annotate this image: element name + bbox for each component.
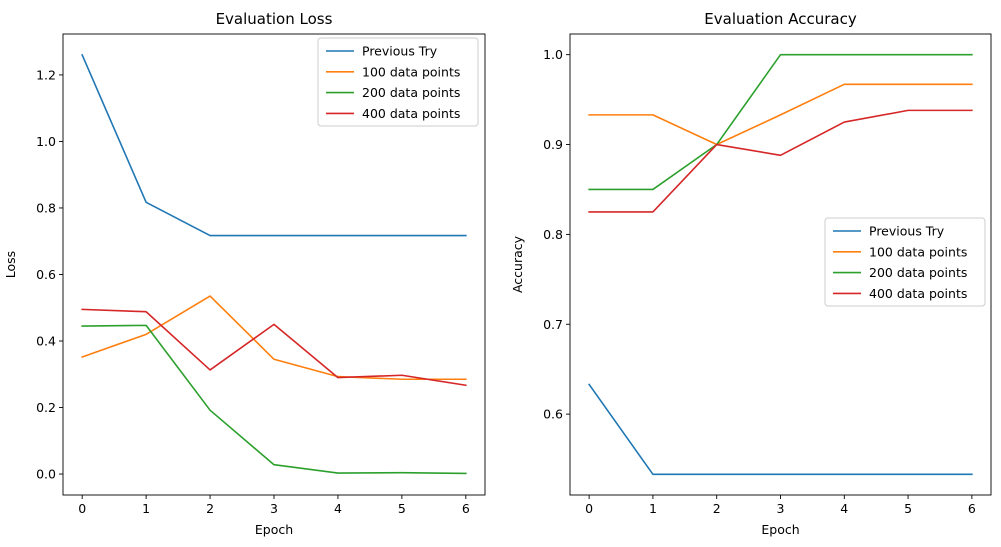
y-tick-label: 0.9 xyxy=(543,137,563,152)
chart-title: Evaluation Accuracy xyxy=(704,10,857,28)
loss-chart: Evaluation Loss 0 1 2 3 4 5 6 0.0 0.2 0.4 0.6 0.8 1.0… xyxy=(3,10,486,537)
x-tick-label: 3 xyxy=(270,501,278,516)
chart-title: Evaluation Loss xyxy=(216,10,333,28)
legend-label: 200 data points xyxy=(362,85,460,100)
legend-label: 400 data points xyxy=(869,286,967,301)
x-axis-label: Epoch xyxy=(255,522,293,537)
x-tick-label: 6 xyxy=(968,501,976,516)
series-line-400-data-points xyxy=(81,308,467,387)
y-tick-label: 0.8 xyxy=(543,227,563,242)
y-tick-label: 1.0 xyxy=(543,47,563,62)
x-tick-label: 0 xyxy=(78,501,86,516)
y-axis-label: Accuracy xyxy=(510,235,525,293)
series-line-100-data-points xyxy=(588,83,973,146)
series-line-200-data-points xyxy=(81,324,467,475)
series-line-400-data-points xyxy=(588,109,973,213)
x-tick-label: 5 xyxy=(398,501,406,516)
legend-label: Previous Try xyxy=(362,44,438,59)
y-tick-label: 0.4 xyxy=(36,334,56,349)
x-tick-label: 1 xyxy=(649,501,657,516)
y-tick-label: 0.6 xyxy=(36,267,56,282)
series-line-200-data-points xyxy=(588,53,973,191)
series-line-previous-try xyxy=(588,383,973,476)
legend-label: Previous Try xyxy=(869,224,945,239)
accuracy-chart: Evaluation Accuracy 0 1 2 3 4 5 6 0.6 0.7 0.8 0.9 1.… xyxy=(510,10,992,537)
legend-label: 400 data points xyxy=(362,106,460,121)
y-tick-label: 0.0 xyxy=(36,467,56,482)
legend-box xyxy=(824,217,986,307)
y-tick-label: 1.0 xyxy=(36,134,56,149)
x-axis-label: Epoch xyxy=(761,522,799,537)
y-axis-label: Loss xyxy=(3,251,18,278)
legend-label: 200 data points xyxy=(869,265,967,280)
y-tick-label: 0.8 xyxy=(36,200,56,215)
legend: Previous Try 100 data points 200 data poin… xyxy=(317,37,479,127)
y-tick-label: 1.2 xyxy=(36,67,56,82)
x-tick-label: 4 xyxy=(840,501,848,516)
legend-label: 100 data points xyxy=(362,64,460,79)
x-tick-label: 5 xyxy=(904,501,912,516)
x-tick-label: 2 xyxy=(713,501,721,516)
y-tick-label: 0.2 xyxy=(36,400,56,415)
x-tick-label: 2 xyxy=(206,501,214,516)
x-tick-label: 0 xyxy=(585,501,593,516)
series-line-100-data-points xyxy=(81,295,467,381)
legend-box xyxy=(317,37,479,127)
x-tick-label: 6 xyxy=(462,501,470,516)
x-tick-label: 1 xyxy=(142,501,150,516)
y-tick-label: 0.6 xyxy=(543,407,563,422)
legend-label: 100 data points xyxy=(869,244,967,259)
legend: Previous Try 100 data points 200 data poin… xyxy=(824,217,986,307)
x-tick-label: 3 xyxy=(777,501,785,516)
x-tick-label: 4 xyxy=(334,501,342,516)
series-line-previous-try xyxy=(81,53,467,237)
y-tick-label: 0.7 xyxy=(543,317,563,332)
